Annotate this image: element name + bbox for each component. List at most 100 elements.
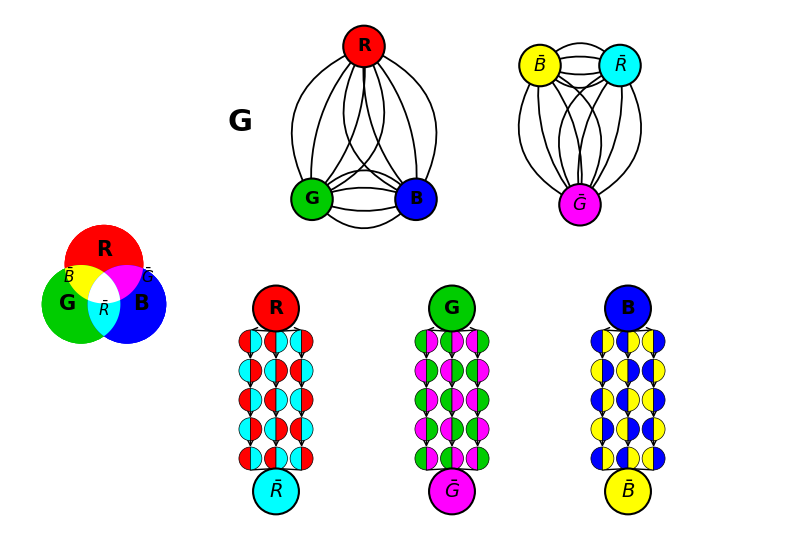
Wedge shape bbox=[426, 389, 438, 412]
Wedge shape bbox=[441, 389, 452, 412]
FancyArrowPatch shape bbox=[542, 43, 617, 63]
Wedge shape bbox=[276, 359, 287, 382]
Wedge shape bbox=[265, 359, 276, 382]
Wedge shape bbox=[276, 447, 287, 470]
Text: $\bar{G}$: $\bar{G}$ bbox=[444, 480, 460, 502]
Wedge shape bbox=[654, 330, 665, 353]
Text: G: G bbox=[227, 108, 253, 138]
Wedge shape bbox=[426, 330, 438, 353]
Text: $\bar{G}$: $\bar{G}$ bbox=[573, 194, 587, 215]
Wedge shape bbox=[602, 447, 614, 470]
Text: B: B bbox=[621, 299, 635, 318]
Circle shape bbox=[65, 225, 143, 304]
Text: $\bar{B}$: $\bar{B}$ bbox=[534, 55, 546, 76]
Text: R: R bbox=[269, 299, 283, 318]
Wedge shape bbox=[617, 447, 628, 470]
Wedge shape bbox=[617, 359, 628, 382]
FancyArrowPatch shape bbox=[542, 67, 602, 200]
Wedge shape bbox=[441, 418, 452, 441]
Circle shape bbox=[429, 286, 475, 331]
Wedge shape bbox=[265, 330, 276, 353]
Circle shape bbox=[599, 45, 641, 86]
Wedge shape bbox=[628, 418, 639, 441]
FancyArrowPatch shape bbox=[538, 68, 577, 201]
Circle shape bbox=[429, 468, 475, 514]
Wedge shape bbox=[250, 359, 262, 382]
Wedge shape bbox=[426, 447, 438, 470]
Wedge shape bbox=[654, 359, 665, 382]
Text: R: R bbox=[357, 38, 371, 55]
FancyArrowPatch shape bbox=[315, 201, 414, 228]
Text: R: R bbox=[96, 240, 112, 260]
Wedge shape bbox=[415, 359, 426, 382]
Wedge shape bbox=[654, 447, 665, 470]
Wedge shape bbox=[265, 389, 276, 412]
FancyArrowPatch shape bbox=[292, 48, 360, 197]
FancyArrowPatch shape bbox=[366, 48, 437, 195]
FancyArrowPatch shape bbox=[309, 49, 362, 194]
Wedge shape bbox=[642, 418, 654, 441]
Wedge shape bbox=[239, 418, 250, 441]
Wedge shape bbox=[642, 330, 654, 353]
FancyArrowPatch shape bbox=[543, 69, 582, 202]
Wedge shape bbox=[290, 418, 302, 441]
Circle shape bbox=[395, 179, 437, 220]
Wedge shape bbox=[466, 330, 478, 353]
Wedge shape bbox=[654, 418, 665, 441]
Wedge shape bbox=[628, 389, 639, 412]
Wedge shape bbox=[602, 359, 614, 382]
Wedge shape bbox=[415, 330, 426, 353]
Wedge shape bbox=[602, 330, 614, 353]
Polygon shape bbox=[88, 265, 143, 304]
FancyArrowPatch shape bbox=[363, 49, 413, 195]
Text: G: G bbox=[58, 294, 76, 314]
Wedge shape bbox=[426, 359, 438, 382]
Wedge shape bbox=[415, 418, 426, 441]
Wedge shape bbox=[628, 359, 639, 382]
FancyArrowPatch shape bbox=[545, 57, 618, 64]
Wedge shape bbox=[628, 330, 639, 353]
Wedge shape bbox=[452, 330, 463, 353]
FancyArrowPatch shape bbox=[314, 170, 413, 197]
Wedge shape bbox=[591, 330, 602, 353]
Wedge shape bbox=[415, 447, 426, 470]
Wedge shape bbox=[478, 418, 489, 441]
FancyArrowPatch shape bbox=[542, 67, 615, 74]
Wedge shape bbox=[654, 389, 665, 412]
FancyArrowPatch shape bbox=[576, 68, 618, 200]
Circle shape bbox=[42, 265, 120, 343]
Wedge shape bbox=[452, 447, 463, 470]
FancyArrowPatch shape bbox=[317, 188, 414, 198]
Text: $\bar{B}$: $\bar{B}$ bbox=[621, 480, 635, 502]
Wedge shape bbox=[617, 330, 628, 353]
Text: $\bar{B}$: $\bar{B}$ bbox=[62, 266, 74, 286]
FancyArrowPatch shape bbox=[584, 68, 641, 203]
Wedge shape bbox=[290, 447, 302, 470]
Wedge shape bbox=[302, 359, 313, 382]
Circle shape bbox=[343, 26, 385, 67]
Wedge shape bbox=[478, 447, 489, 470]
Wedge shape bbox=[239, 447, 250, 470]
Wedge shape bbox=[591, 418, 602, 441]
Wedge shape bbox=[290, 330, 302, 353]
Text: B: B bbox=[409, 191, 423, 208]
Wedge shape bbox=[466, 447, 478, 470]
Polygon shape bbox=[88, 272, 120, 304]
Wedge shape bbox=[265, 418, 276, 441]
Wedge shape bbox=[466, 359, 478, 382]
FancyArrowPatch shape bbox=[367, 50, 417, 197]
Circle shape bbox=[88, 265, 166, 343]
Wedge shape bbox=[642, 359, 654, 382]
Wedge shape bbox=[478, 359, 489, 382]
Wedge shape bbox=[250, 389, 262, 412]
Wedge shape bbox=[276, 389, 287, 412]
Wedge shape bbox=[302, 447, 313, 470]
Text: B: B bbox=[133, 294, 149, 314]
Text: $\bar{R}$: $\bar{R}$ bbox=[98, 300, 110, 319]
Circle shape bbox=[65, 225, 143, 304]
Wedge shape bbox=[290, 359, 302, 382]
Circle shape bbox=[605, 286, 651, 331]
Wedge shape bbox=[239, 389, 250, 412]
Circle shape bbox=[42, 265, 120, 343]
Wedge shape bbox=[239, 330, 250, 353]
